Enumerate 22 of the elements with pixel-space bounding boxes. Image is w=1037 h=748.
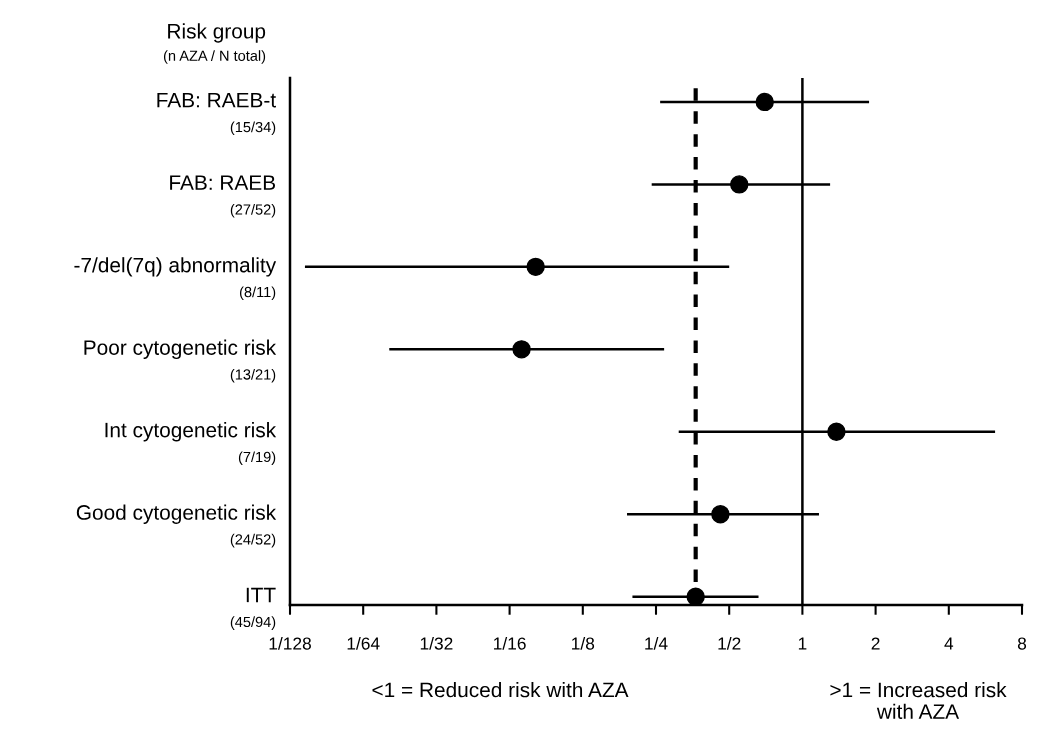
- y-tick-label: ITT (45/94): [230, 587, 276, 630]
- x-tick-label: 1/4: [645, 636, 668, 650]
- text: <1 = Reduced risk with AZA: [372, 682, 629, 698]
- x-tick-label: 1/64: [347, 636, 380, 650]
- y-tick-label: FAB: RAEB (27/52): [170, 175, 276, 218]
- y-tick-label: Poor cytogenetic risk (13/21): [84, 339, 277, 383]
- x-tick-label: 1/32: [420, 636, 453, 650]
- y-tick-label: FAB: RAEB-t (15/34): [157, 92, 276, 136]
- chart-title: Risk group: [168, 23, 266, 43]
- chart-subtitle: (n AZA / N total): [163, 50, 266, 64]
- x-tick-label: 1/8: [572, 636, 595, 650]
- x-tick-label: 1: [798, 637, 807, 650]
- text: >1 = Increased risk with AZA: [830, 682, 1007, 719]
- y-tick-label: Good cytogenetic risk (24/52): [76, 504, 277, 548]
- y-tick-label: -7/del(7q) abnormality (8/11): [74, 257, 277, 301]
- x-tick-label: 1/2: [718, 636, 741, 650]
- x-tick-label: 4: [944, 637, 954, 650]
- x-tick-label: 8: [1017, 637, 1027, 650]
- x-tick-label: 1/128: [269, 636, 311, 650]
- x-tick-label: 2: [871, 637, 880, 650]
- y-tick-label: Int cytogenetic risk (7/19): [105, 422, 277, 465]
- x-tick-label: 1/16: [494, 636, 526, 650]
